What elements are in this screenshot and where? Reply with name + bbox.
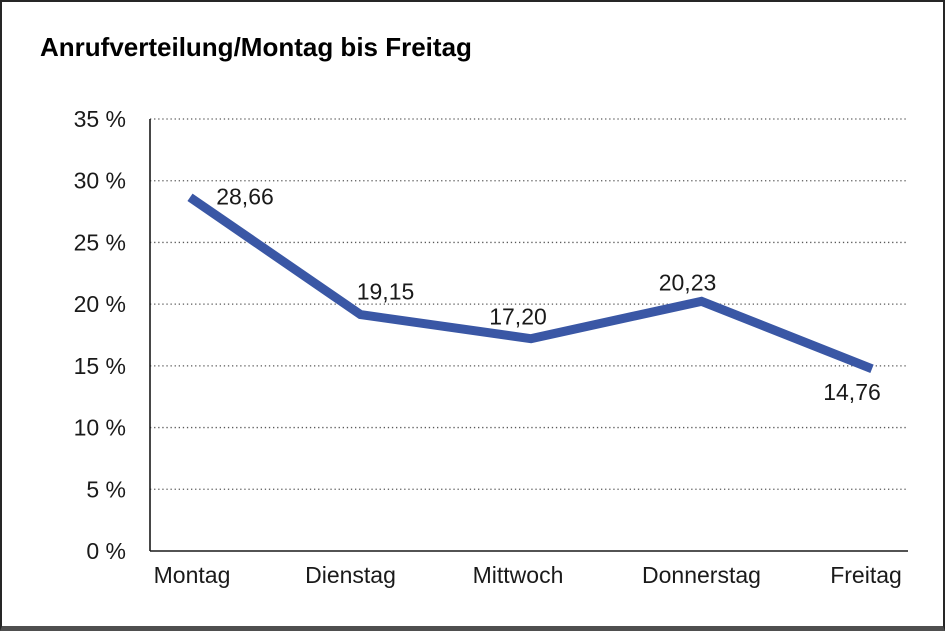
data-value-label: 20,23: [659, 269, 717, 295]
data-value-label: 14,76: [823, 379, 881, 405]
y-tick-label: 10 %: [74, 415, 126, 441]
y-tick-label: 5 %: [86, 476, 126, 502]
x-category-label: Montag: [154, 562, 231, 588]
data-value-label: 19,15: [357, 279, 415, 305]
y-tick-label: 20 %: [74, 291, 126, 317]
y-tick-label: 30 %: [74, 168, 126, 194]
data-value-label: 28,66: [216, 183, 274, 209]
y-tick-label: 15 %: [74, 353, 126, 379]
x-category-label: Donnerstag: [642, 562, 761, 588]
y-tick-label: 0 %: [86, 538, 126, 564]
x-category-label: Mittwoch: [473, 562, 564, 588]
data-line: [187, 193, 874, 373]
x-category-label: Dienstag: [305, 562, 396, 588]
y-tick-label: 25 %: [74, 229, 126, 255]
chart-title: Anrufverteilung/Montag bis Freitag: [40, 32, 472, 62]
data-value-label: 17,20: [489, 304, 547, 330]
y-tick-label: 35 %: [74, 106, 126, 132]
x-category-label: Freitag: [830, 562, 902, 588]
